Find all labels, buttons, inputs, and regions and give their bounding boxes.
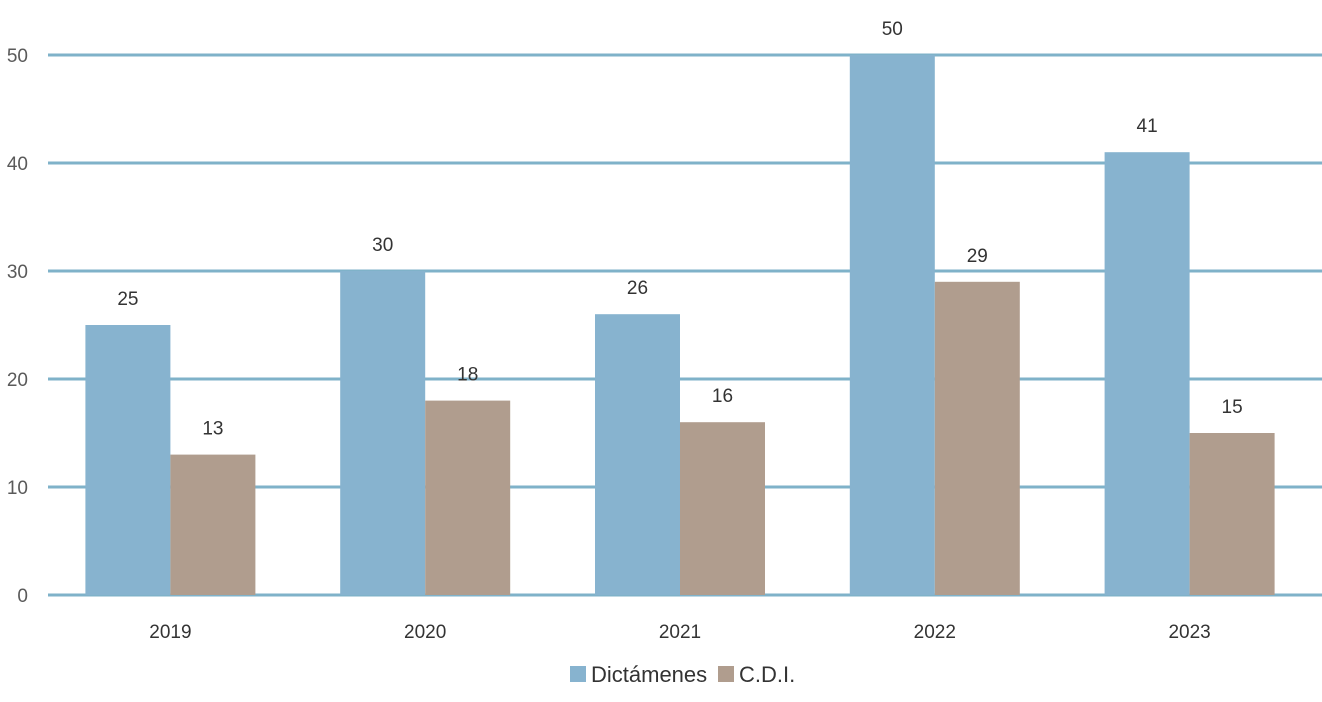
y-tick-label: 40	[7, 154, 28, 175]
data-label: 25	[117, 289, 138, 310]
bar-cdi-2019	[170, 454, 256, 595]
y-tick-label: 20	[7, 370, 28, 391]
data-label: 41	[1137, 116, 1158, 137]
y-tick-label: 30	[7, 262, 28, 283]
x-tick-label: 2021	[659, 622, 701, 643]
x-axis: 2019 2020 2021 2022 2023	[149, 622, 1210, 643]
data-label: 13	[202, 419, 223, 440]
bar-cdi-2022	[934, 281, 1020, 595]
data-label: 50	[882, 19, 903, 40]
bar-dictamenes-2019	[85, 325, 171, 595]
legend-swatch-dictamenes	[570, 666, 586, 682]
y-tick-label: 10	[7, 478, 28, 499]
x-tick-label: 2019	[149, 622, 191, 643]
y-tick-label: 0	[17, 586, 28, 607]
x-tick-label: 2023	[1168, 622, 1210, 643]
legend: Dictámenes C.D.I.	[570, 662, 795, 687]
data-label: 16	[712, 386, 733, 407]
x-tick-label: 2022	[914, 622, 956, 643]
bar-dictamenes-2021	[595, 314, 680, 595]
bar-cdi-2023	[1189, 433, 1275, 595]
y-axis: 0 10 20 30 40 50	[7, 46, 28, 607]
x-tick-label: 2020	[404, 622, 446, 643]
legend-swatch-cdi	[718, 666, 734, 682]
bars	[85, 55, 1275, 595]
y-tick-label: 50	[7, 46, 28, 67]
data-label: 26	[627, 278, 648, 299]
data-label: 18	[457, 365, 478, 386]
legend-label-cdi: C.D.I.	[739, 662, 795, 687]
bar-dictamenes-2023	[1104, 152, 1190, 595]
data-label: 15	[1222, 397, 1243, 418]
bar-dictamenes-2020	[340, 271, 426, 595]
bar-dictamenes-2022	[849, 55, 935, 595]
data-label: 29	[967, 246, 988, 267]
bar-cdi-2020	[425, 400, 511, 595]
legend-label-dictamenes: Dictámenes	[591, 662, 707, 687]
data-labels: 25 13 30 18 26 16 50 29 41 15	[117, 19, 1242, 440]
bar-cdi-2021	[680, 422, 765, 595]
data-label: 30	[372, 235, 393, 256]
